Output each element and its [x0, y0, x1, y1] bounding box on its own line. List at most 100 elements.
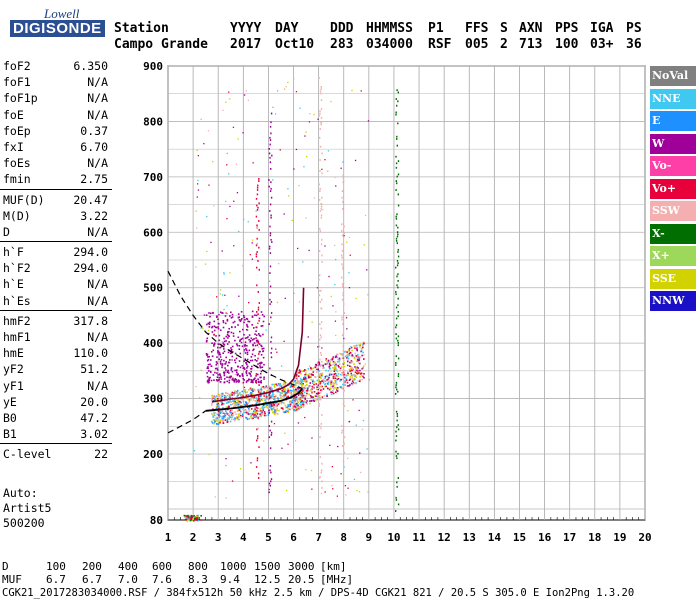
- echo-dot: [219, 293, 221, 295]
- echo-dot: [283, 394, 285, 396]
- echo-dot: [265, 385, 268, 387]
- echo-dot: [206, 380, 209, 383]
- echo-dot: [197, 183, 199, 185]
- echo-dot: [296, 407, 298, 410]
- echo-dot: [206, 250, 208, 253]
- echo-dot: [221, 409, 223, 412]
- echo-dot: [303, 370, 305, 372]
- echo-dot: [309, 400, 311, 402]
- echo-dot: [224, 395, 226, 397]
- echo-dot: [337, 358, 340, 361]
- echo-dot: [242, 400, 245, 403]
- echo-dot: [216, 376, 219, 378]
- echo-dot: [357, 380, 359, 382]
- echo-dot: [207, 381, 210, 384]
- echo-dot: [236, 410, 239, 412]
- echo-dot: [256, 344, 259, 347]
- echo-dot: [208, 326, 211, 328]
- echo-dot: [220, 363, 222, 365]
- echo-dot: [270, 396, 273, 398]
- echo-dot: [242, 395, 245, 398]
- echo-dot: [284, 88, 286, 90]
- echo-dot: [359, 452, 361, 454]
- echo-dot: [314, 395, 316, 397]
- echo-dot: [222, 320, 225, 322]
- echo-dot: [212, 311, 214, 314]
- echo-dot: [292, 386, 294, 389]
- header-label-day: DAY: [275, 21, 299, 36]
- echo-dot: [294, 379, 296, 382]
- echo-dot: [271, 347, 273, 350]
- echo-dot: [343, 303, 345, 305]
- echo-dot: [397, 280, 399, 282]
- echo-dot: [303, 378, 305, 380]
- echo-dot: [334, 367, 337, 369]
- echo-dot: [334, 377, 337, 379]
- echo-dot: [283, 396, 285, 399]
- echo-dot: [225, 200, 227, 203]
- echo-dot: [240, 405, 242, 407]
- echo-dot: [224, 294, 226, 296]
- param-ye: yE 20.0: [0, 394, 112, 410]
- echo-dot: [324, 380, 327, 382]
- echo-dot: [297, 407, 300, 410]
- echo-dot: [279, 393, 282, 395]
- echo-dot: [342, 387, 344, 390]
- echo-dot: [351, 349, 353, 352]
- echo-dot: [231, 416, 233, 419]
- echo-dot: [251, 310, 254, 313]
- echo-dot: [258, 220, 260, 222]
- echo-dot: [263, 363, 265, 366]
- echo-dot: [243, 218, 245, 221]
- echo-dot: [223, 403, 225, 405]
- echo-dot: [359, 376, 361, 378]
- echo-dot: [310, 375, 312, 378]
- echo-dot: [246, 329, 249, 331]
- echo-dot: [336, 378, 339, 381]
- echo-dot: [270, 394, 272, 397]
- echo-dot: [397, 251, 399, 253]
- echo-dot: [209, 376, 211, 379]
- echo-dot: [214, 367, 217, 370]
- echo-dot: [234, 352, 237, 355]
- param-name: h`E: [3, 277, 24, 292]
- legend-nne: NNE: [650, 88, 696, 109]
- echo-dot: [397, 193, 399, 196]
- x-tick-label: 4: [240, 531, 247, 544]
- echo-dot: [258, 333, 260, 335]
- echo-dot: [259, 363, 262, 365]
- echo-dot: [347, 457, 349, 459]
- echo-dot: [397, 357, 400, 360]
- echo-dot: [258, 353, 260, 355]
- echo-dot: [260, 354, 263, 356]
- echo-dot: [259, 376, 261, 379]
- echo-dot: [293, 406, 296, 409]
- echo-dot: [340, 387, 343, 389]
- echo-dot: [321, 172, 323, 175]
- echo-dot: [232, 402, 234, 405]
- echo-dot: [272, 407, 275, 410]
- echo-dot: [356, 360, 358, 362]
- echo-dot: [207, 379, 209, 382]
- echo-dot: [253, 410, 255, 412]
- echo-dot: [341, 445, 344, 447]
- echo-dot: [358, 344, 361, 346]
- echo-dot: [336, 389, 338, 391]
- echo-dot: [308, 249, 310, 252]
- echo-dot: [300, 390, 302, 393]
- echo-dot: [256, 340, 258, 343]
- echo-dot: [227, 331, 229, 333]
- echo-dot: [274, 386, 276, 389]
- echo-dot: [342, 349, 344, 352]
- echo-dot: [343, 337, 345, 340]
- param-value: 0.37: [80, 123, 108, 138]
- echo-dot: [270, 316, 272, 319]
- echo-dot: [250, 368, 253, 370]
- echo-dot: [191, 515, 193, 517]
- echo-dot: [270, 403, 272, 405]
- echo-dot: [221, 403, 223, 406]
- muf-value: 7.0: [118, 573, 138, 586]
- echo-dot: [293, 396, 296, 398]
- echo-dot: [258, 334, 261, 337]
- echo-dot: [230, 331, 233, 334]
